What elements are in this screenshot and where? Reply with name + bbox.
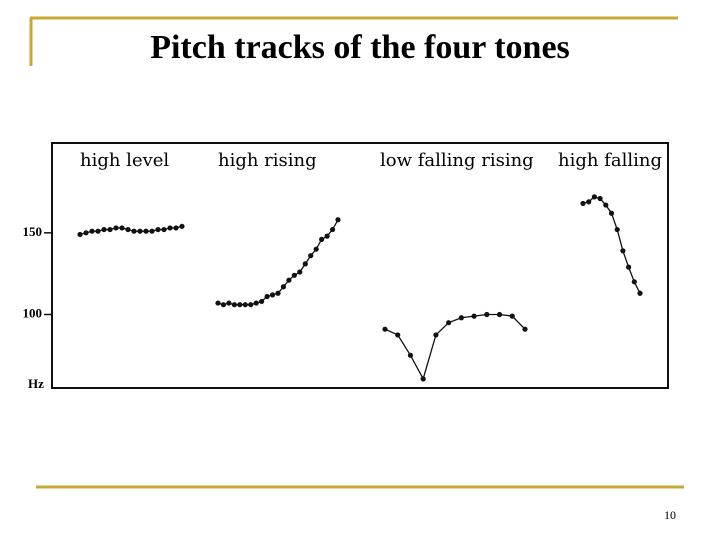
- pitch-point: [471, 313, 477, 319]
- pitch-point: [637, 290, 643, 296]
- pitch-point: [259, 298, 265, 305]
- pitch-point: [119, 225, 125, 231]
- pitch-point: [433, 332, 439, 338]
- pitch-point: [329, 226, 336, 233]
- pitch-point: [313, 246, 319, 252]
- pitch-point: [603, 202, 609, 208]
- pitch-point: [89, 228, 95, 234]
- pitch-point: [215, 300, 221, 306]
- slide-number: 10: [664, 508, 676, 522]
- pitch-point: [420, 376, 426, 382]
- pitch-point: [324, 233, 330, 239]
- pitch-point: [83, 230, 89, 236]
- pitch-point: [161, 226, 167, 233]
- y-axis-label: Hz: [28, 376, 44, 391]
- pitch-point: [597, 195, 603, 202]
- y-tick-label: 100: [23, 305, 43, 320]
- pitch-point: [275, 290, 281, 296]
- pitch-point: [107, 226, 113, 233]
- pitch-point: [308, 253, 314, 259]
- slide-title: Pitch tracks of the four tones: [150, 29, 570, 66]
- pitch-point: [614, 226, 620, 233]
- pitch-point: [269, 292, 276, 298]
- pitch-point: [248, 302, 254, 308]
- pitch-point: [319, 236, 325, 242]
- pitch-point: [496, 311, 503, 318]
- pitch-point: [509, 313, 515, 319]
- pitch-point: [137, 228, 143, 234]
- plot-frame: [51, 142, 669, 389]
- pitch-point: [280, 284, 287, 290]
- pitch-point: [631, 279, 637, 285]
- pitch-point: [143, 228, 149, 234]
- pitch-point: [101, 226, 107, 233]
- pitch-point: [167, 225, 173, 231]
- pitch-point: [407, 352, 414, 358]
- pitch-point: [591, 194, 598, 200]
- y-tick-label: 150: [23, 224, 43, 239]
- plot: 100 150 high level high rising low falling r…: [23, 150, 662, 382]
- pitch-point: [446, 320, 452, 326]
- pitch-point: [302, 261, 308, 267]
- pitch-point: [113, 225, 119, 231]
- pitch-point: [155, 226, 161, 233]
- pitch-point: [131, 228, 137, 234]
- pitch-point: [626, 264, 632, 270]
- pitch-point: [237, 302, 243, 308]
- pitch-point: [242, 302, 248, 308]
- pitch-point: [335, 217, 341, 223]
- legend-label: high falling: [558, 150, 662, 171]
- pitch-point: [297, 269, 303, 275]
- pitch-point: [220, 302, 227, 308]
- pitch-point: [484, 311, 490, 318]
- pitch-point: [77, 231, 83, 238]
- pitch-point: [264, 293, 270, 300]
- pitch-point: [395, 332, 401, 338]
- pitch-point: [173, 225, 179, 231]
- pitch-point: [125, 226, 131, 233]
- pitch-point: [580, 200, 586, 207]
- pitch-point: [179, 223, 185, 229]
- legend-label: high level: [80, 150, 169, 171]
- pitch-point: [382, 326, 388, 332]
- pitch-point: [286, 277, 292, 283]
- pitch-point: [95, 228, 101, 234]
- pitch-point: [231, 302, 237, 308]
- pitch-point: [149, 228, 155, 234]
- pitch-point: [586, 199, 592, 205]
- pitch-point: [522, 326, 528, 332]
- pitch-point: [608, 210, 615, 216]
- legend-label: high rising: [218, 150, 317, 171]
- pitch-point: [291, 272, 297, 278]
- pitch-line: [384, 313, 526, 381]
- pitch-line: [79, 225, 183, 236]
- pitch-point: [253, 300, 259, 306]
- pitch-point: [458, 315, 464, 321]
- legend-label: low falling rising: [380, 150, 534, 171]
- pitch-point: [620, 248, 626, 254]
- pitch-point: [226, 300, 232, 306]
